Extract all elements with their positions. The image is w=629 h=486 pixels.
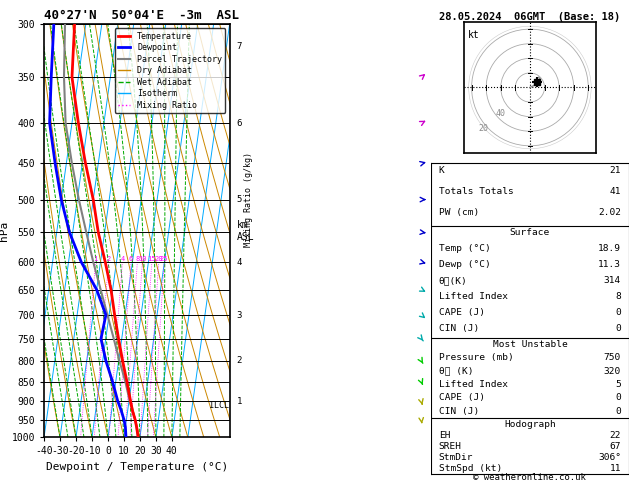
Text: 750: 750 (604, 353, 621, 362)
Text: 3: 3 (237, 311, 242, 319)
Text: Temp (°C): Temp (°C) (439, 244, 491, 253)
Text: CIN (J): CIN (J) (439, 407, 479, 416)
Text: θᴄ (K): θᴄ (K) (439, 366, 473, 376)
Text: 7: 7 (237, 42, 242, 51)
Text: 2: 2 (106, 256, 111, 262)
Y-axis label: hPa: hPa (0, 221, 9, 241)
Text: 0: 0 (615, 407, 621, 416)
Text: 15: 15 (148, 256, 156, 262)
Text: 41: 41 (610, 187, 621, 196)
Legend: Temperature, Dewpoint, Parcel Trajectory, Dry Adiabat, Wet Adiabat, Isotherm, Mi: Temperature, Dewpoint, Parcel Trajectory… (114, 29, 225, 113)
Text: PW (cm): PW (cm) (439, 208, 479, 217)
Text: 0: 0 (615, 393, 621, 402)
Text: K: K (439, 166, 445, 175)
Text: SREH: SREH (439, 442, 462, 451)
Text: 67: 67 (610, 442, 621, 451)
Text: 21: 21 (610, 166, 621, 175)
Text: CAPE (J): CAPE (J) (439, 308, 485, 317)
Text: 4: 4 (237, 258, 242, 267)
Text: CAPE (J): CAPE (J) (439, 393, 485, 402)
Text: 18.9: 18.9 (598, 244, 621, 253)
Text: Lifted Index: Lifted Index (439, 380, 508, 389)
Text: 1: 1 (94, 256, 97, 262)
Text: 4: 4 (120, 256, 125, 262)
Text: 6: 6 (129, 256, 133, 262)
Text: Totals Totals: Totals Totals (439, 187, 513, 196)
Text: EH: EH (439, 431, 450, 440)
Text: 5: 5 (615, 380, 621, 389)
Text: 25: 25 (160, 256, 169, 262)
Text: 22: 22 (610, 431, 621, 440)
Text: 0: 0 (615, 308, 621, 317)
Text: 40: 40 (496, 109, 506, 118)
Text: 28.05.2024  06GMT  (Base: 18): 28.05.2024 06GMT (Base: 18) (439, 12, 621, 22)
Text: 11: 11 (610, 464, 621, 473)
Text: 5: 5 (237, 195, 242, 204)
X-axis label: Dewpoint / Temperature (°C): Dewpoint / Temperature (°C) (46, 462, 228, 472)
Text: 2.02: 2.02 (598, 208, 621, 217)
Text: 8: 8 (615, 292, 621, 301)
Text: km
ASL: km ASL (237, 220, 255, 242)
Text: 20: 20 (155, 256, 163, 262)
Text: Surface: Surface (510, 228, 550, 237)
Text: 314: 314 (604, 276, 621, 285)
Text: 1: 1 (237, 397, 242, 406)
Text: © weatheronline.co.uk: © weatheronline.co.uk (474, 473, 586, 482)
Text: Mixing Ratio (g/kg): Mixing Ratio (g/kg) (245, 152, 253, 247)
Text: StmDir: StmDir (439, 453, 473, 462)
Text: 2: 2 (237, 356, 242, 365)
Text: 8: 8 (135, 256, 140, 262)
Text: Most Unstable: Most Unstable (493, 340, 567, 349)
Text: StmSpd (kt): StmSpd (kt) (439, 464, 502, 473)
Text: kt: kt (468, 30, 480, 40)
Text: 1LCL: 1LCL (209, 400, 229, 410)
Text: 20: 20 (478, 124, 488, 133)
Text: 0: 0 (615, 324, 621, 333)
Text: θᴄ(K): θᴄ(K) (439, 276, 467, 285)
Text: 10: 10 (138, 256, 147, 262)
Text: CIN (J): CIN (J) (439, 324, 479, 333)
Text: 306°: 306° (598, 453, 621, 462)
Text: 11.3: 11.3 (598, 260, 621, 269)
Text: Pressure (mb): Pressure (mb) (439, 353, 513, 362)
Text: 6: 6 (237, 119, 242, 127)
Text: Lifted Index: Lifted Index (439, 292, 508, 301)
Text: Hodograph: Hodograph (504, 419, 556, 429)
Text: Dewp (°C): Dewp (°C) (439, 260, 491, 269)
Text: 40°27'N  50°04'E  -3m  ASL: 40°27'N 50°04'E -3m ASL (44, 9, 239, 22)
Text: 320: 320 (604, 366, 621, 376)
